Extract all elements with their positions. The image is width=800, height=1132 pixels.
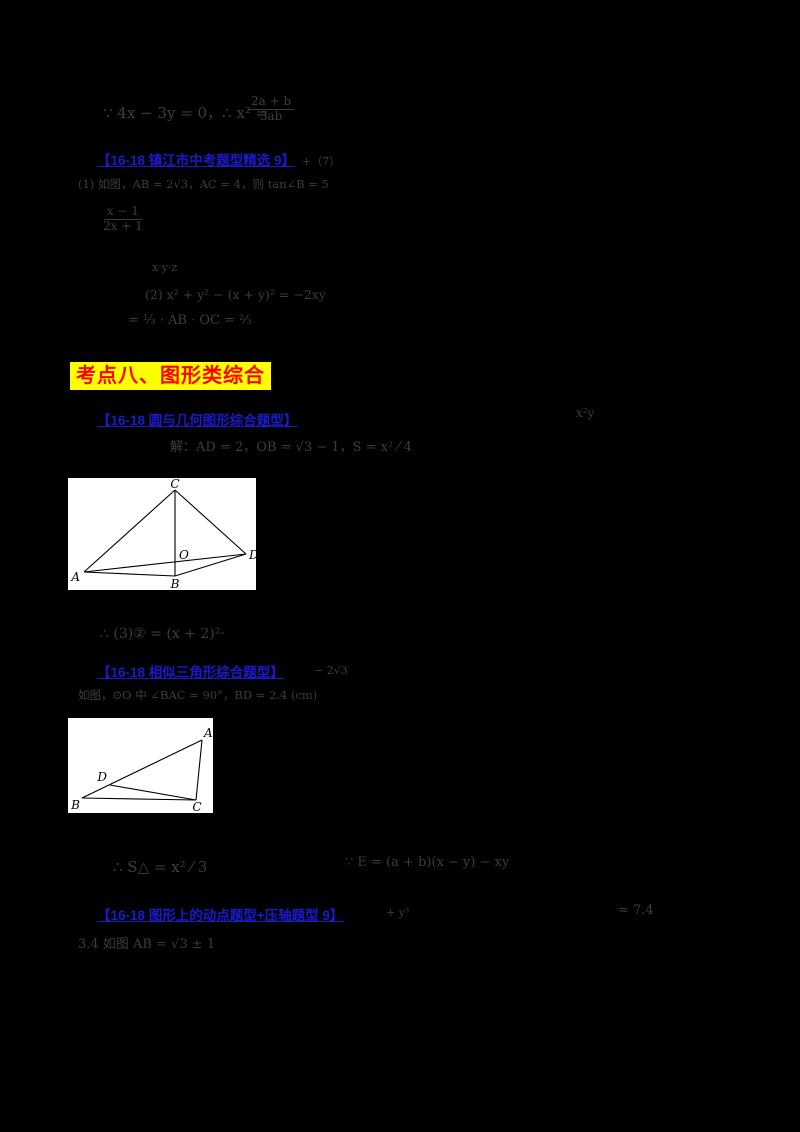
source-link-1[interactable]: 【16-18 镇江市中考题型精选 9】	[97, 153, 296, 168]
math-line-10: 如图，⊙O 中 ∠BAC = 90°，BD = 2.4 (cm)	[78, 688, 318, 702]
fraction-denominator: 3ab	[259, 108, 283, 123]
fraction-2: x − 1 2x + 1	[100, 204, 146, 234]
edge-cd	[174, 489, 247, 555]
triangle-diagram-2-svg: A B C D	[70, 726, 213, 814]
math-line-9: ∴ (3)② = (x + 2)²·	[100, 626, 225, 642]
fraction-numerator: 2a + b	[248, 94, 295, 110]
vertex-label-a: A	[70, 570, 80, 584]
section-heading: 考点八、图形类综合	[70, 362, 271, 390]
edge-ad	[83, 553, 247, 573]
math-line-6: = ⅓ · AB · OC = ⅔	[128, 313, 252, 328]
geometry-figure-1: C A B D O	[68, 477, 259, 591]
math-fragment-link3-tail: − 2√3	[314, 664, 348, 677]
vertex-label-c: C	[192, 800, 201, 813]
math-fragment-link1-tail: +（7）	[302, 155, 341, 168]
edge-dc	[109, 784, 197, 801]
edge-ac	[83, 489, 176, 573]
math-line-5: (2) x² + y² − (x + y)² = −2xy	[145, 287, 326, 302]
math-line-15: 3.4 如图 AB = √3 ± 1	[78, 937, 216, 952]
edge-ba	[81, 739, 203, 799]
edge-bc	[81, 797, 197, 801]
math-line-2: (1) 如图，AB = 2√3，AC = 4，则 tan∠B = 5	[78, 177, 329, 191]
fraction-numerator: x − 1	[103, 204, 142, 220]
edge-ac	[195, 739, 203, 801]
edge-ab	[83, 571, 176, 577]
point-label-d: D	[96, 770, 107, 784]
source-link-3[interactable]: 【16-18 相似三角形综合题型】	[97, 665, 284, 680]
vertex-label-d: D	[248, 548, 256, 562]
math-fragment-right-2: ≈ 7.4	[618, 903, 654, 918]
vertex-label-a: A	[203, 726, 213, 740]
math-line-11: ∴ S△ = x² ⁄ 3	[113, 858, 208, 876]
math-line-12: ∵ E = (a + b)(x − y) − xy	[345, 855, 510, 870]
math-fragment-link4-tail: + y³	[386, 906, 410, 919]
math-fragment-right-1: x²y	[576, 406, 595, 420]
math-line-7: 解：AD = 2，OB = √3 − 1，S = x² ⁄ 4	[170, 440, 412, 455]
vertex-label-b: B	[70, 798, 80, 812]
fraction-1: 2a + b 3ab	[248, 94, 295, 124]
source-link-2[interactable]: 【16-18 圆与几何图形综合题型】	[97, 413, 298, 428]
math-line-4: x·y·z	[152, 261, 178, 274]
point-label-o: O	[179, 548, 189, 562]
vertex-label-c: C	[170, 478, 179, 491]
vertex-label-b: B	[170, 577, 180, 590]
geometry-figure-2: A B C D	[68, 718, 213, 814]
math-line-1: ∵ 4x − 3y = 0，∴ x² =	[103, 104, 269, 122]
triangle-diagram-1-svg: C A B D O	[70, 477, 259, 591]
edge-bd	[174, 553, 247, 577]
fraction-denominator: 2x + 1	[103, 218, 143, 233]
source-link-4[interactable]: 【16-18 图形上的动点题型+压轴题型 9】	[97, 908, 344, 923]
